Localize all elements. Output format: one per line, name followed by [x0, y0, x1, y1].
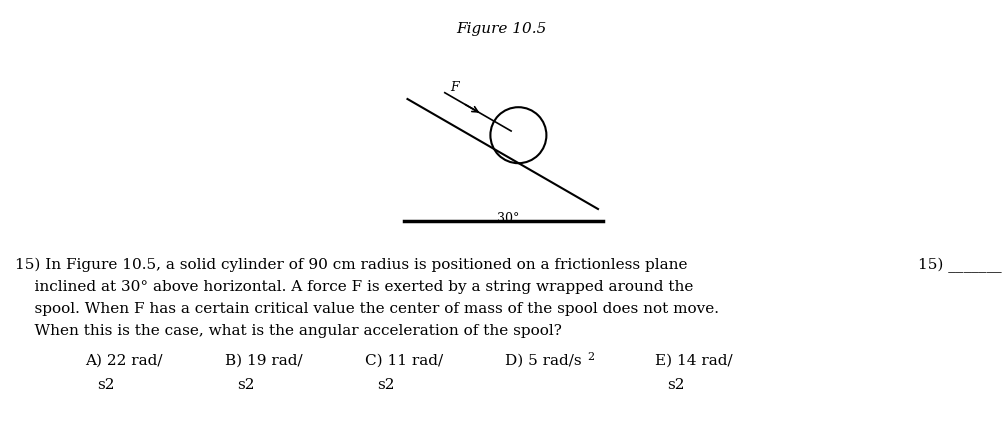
Text: s2: s2: [666, 377, 683, 391]
Text: C) 11 rad/: C) 11 rad/: [365, 353, 443, 367]
Text: B) 19 rad/: B) 19 rad/: [224, 353, 303, 367]
Text: When this is the case, what is the angular acceleration of the spool?: When this is the case, what is the angul…: [15, 323, 561, 337]
Text: inclined at 30° above horizontal. A force F is exerted by a string wrapped aroun: inclined at 30° above horizontal. A forc…: [15, 280, 692, 293]
Text: Figure 10.5: Figure 10.5: [455, 22, 546, 36]
Text: F: F: [450, 81, 459, 94]
Text: spool. When F has a certain critical value the center of mass of the spool does : spool. When F has a certain critical val…: [15, 301, 718, 315]
Text: 30°: 30°: [496, 212, 519, 224]
Text: E) 14 rad/: E) 14 rad/: [654, 353, 731, 367]
Text: s2: s2: [236, 377, 255, 391]
Text: 15) In Figure 10.5, a solid cylinder of 90 cm radius is positioned on a friction: 15) In Figure 10.5, a solid cylinder of …: [15, 258, 686, 272]
Text: s2: s2: [377, 377, 394, 391]
Text: D) 5 rad/s: D) 5 rad/s: [504, 353, 581, 367]
Text: A) 22 rad/: A) 22 rad/: [85, 353, 162, 367]
Text: 2: 2: [586, 351, 593, 361]
Text: 15) _______: 15) _______: [917, 258, 1001, 273]
Text: s2: s2: [97, 377, 114, 391]
